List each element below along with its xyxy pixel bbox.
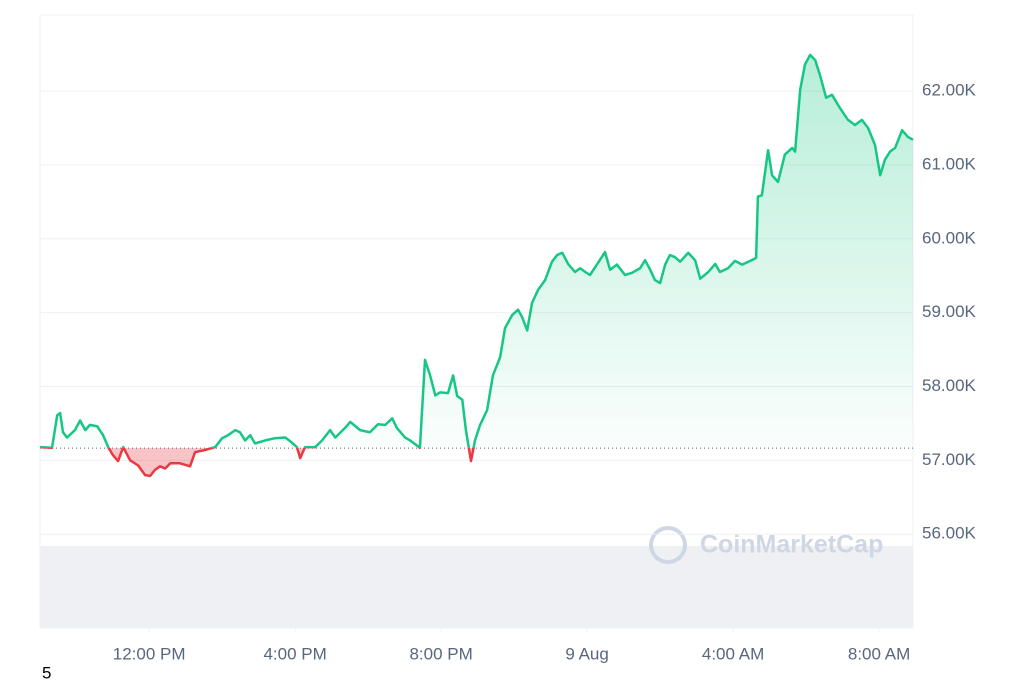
y-tick-label: 58.00K <box>922 376 977 395</box>
x-tick-label: 8:00 AM <box>848 644 910 663</box>
footer-text: 5 <box>42 663 51 682</box>
x-tick-label: 4:00 AM <box>702 644 764 663</box>
area-fill <box>40 54 913 476</box>
y-tick-label: 62.00K <box>922 81 977 100</box>
y-tick-label: 59.00K <box>922 302 977 321</box>
volume-area <box>40 546 913 628</box>
y-tick-label: 57.00K <box>922 450 977 469</box>
price-line <box>39 53 914 478</box>
x-tick-label: 4:00 PM <box>263 644 326 663</box>
y-tick-label: 56.00K <box>922 524 977 543</box>
x-tick-label: 12:00 PM <box>113 644 186 663</box>
y-tick-label: 61.00K <box>922 154 977 173</box>
y-tick-label: 60.00K <box>922 228 977 247</box>
watermark-logo <box>649 526 687 564</box>
x-tick-label: 9 Aug <box>565 644 609 663</box>
x-tick-label: 8:00 PM <box>409 644 472 663</box>
watermark: CoinMarketCap <box>700 531 883 559</box>
